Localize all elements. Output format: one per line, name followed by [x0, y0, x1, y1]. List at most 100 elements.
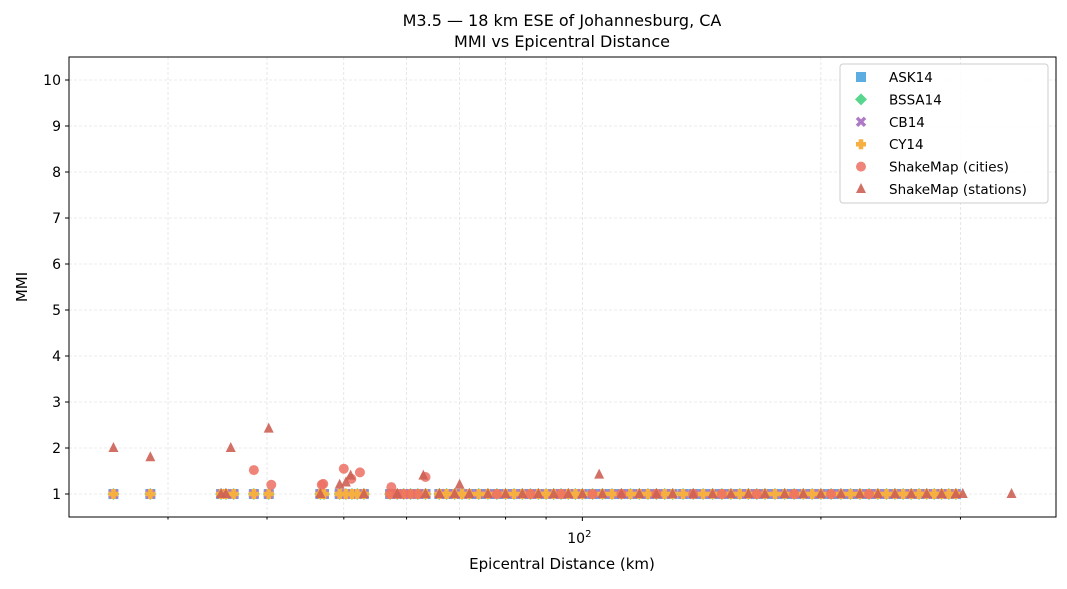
data-point — [108, 489, 119, 499]
data-point — [491, 489, 502, 499]
legend-marker-triangle — [856, 183, 866, 193]
data-point — [716, 489, 727, 499]
data-point — [418, 469, 429, 480]
data-point — [881, 489, 892, 499]
data-point — [734, 489, 745, 499]
x-axis-label: Epicentral Distance (km) — [469, 555, 655, 573]
data-point — [864, 489, 875, 499]
data-point — [807, 489, 818, 499]
data-point — [225, 442, 236, 452]
data-point — [385, 489, 396, 499]
data-point — [642, 489, 653, 499]
data-point — [248, 489, 259, 499]
data-point — [826, 489, 837, 499]
data-point — [651, 488, 662, 498]
y-tick-label: 4 — [52, 349, 61, 365]
data-point — [957, 488, 968, 498]
data-point — [228, 489, 239, 499]
legend: ASK14 BSSA14 CB14 CY14 ShakeMap (cities) Shak… — [839, 63, 1049, 204]
data-point — [248, 465, 259, 476]
legend-label: CB14 — [889, 115, 925, 131]
data-point — [405, 489, 416, 499]
data-point — [769, 489, 780, 499]
data-point — [434, 488, 445, 498]
data-point — [1006, 488, 1017, 498]
data-points — [107, 422, 1017, 500]
plot-frame — [68, 56, 1057, 518]
data-point — [449, 488, 460, 498]
data-point — [616, 488, 627, 498]
data-point — [263, 489, 274, 499]
data-point — [594, 468, 605, 479]
data-point — [678, 489, 689, 499]
data-point — [358, 488, 369, 498]
data-point — [950, 488, 961, 498]
data-point — [835, 488, 846, 498]
data-point — [454, 478, 465, 489]
chart-title: M3.5 — 18 km ESE of Johannesburg, CA — [403, 11, 722, 30]
chart-subtitle: MMI vs Epicentral Distance — [454, 32, 670, 51]
data-point — [607, 489, 618, 499]
data-point — [556, 489, 567, 499]
data-point — [412, 489, 423, 499]
data-point — [338, 463, 349, 474]
data-point — [936, 488, 947, 498]
legend-label: CY14 — [889, 137, 924, 153]
data-point — [625, 489, 636, 499]
data-point — [525, 489, 536, 499]
y-tick-label: 5 — [52, 303, 61, 319]
data-point — [145, 489, 156, 499]
data-point — [688, 488, 699, 498]
data-point — [597, 488, 608, 498]
series-shakemap-cities- — [248, 463, 875, 499]
legend-marker-plus — [856, 139, 866, 150]
y-axis-label: MMI — [13, 272, 31, 302]
data-point — [743, 488, 754, 498]
data-point — [889, 488, 900, 498]
data-point — [345, 469, 356, 480]
data-point — [500, 488, 511, 498]
y-tick-label: 6 — [52, 257, 61, 273]
legend-marker-x — [855, 116, 867, 128]
data-point — [845, 489, 856, 499]
data-point — [854, 488, 865, 498]
series-shakemap-stations- — [108, 422, 1017, 498]
y-tick-label: 7 — [52, 211, 61, 227]
data-point — [473, 489, 484, 499]
data-point — [220, 488, 231, 498]
data-point — [533, 488, 544, 498]
data-point — [263, 422, 274, 433]
data-point — [315, 488, 326, 498]
data-point — [667, 488, 678, 498]
data-point — [145, 451, 156, 462]
legend-box — [839, 63, 1049, 204]
legend-label: ShakeMap (cities) — [889, 160, 1009, 176]
legend-marker-diamond — [855, 93, 867, 106]
legend-marker-circle — [856, 161, 866, 172]
data-point — [872, 488, 883, 498]
data-point — [634, 488, 645, 498]
data-point — [108, 442, 119, 452]
legend-label: ShakeMap (stations) — [889, 182, 1027, 198]
data-point — [517, 488, 528, 498]
data-point — [725, 488, 736, 498]
data-point — [587, 489, 598, 499]
data-point — [340, 476, 351, 487]
data-point — [548, 488, 559, 498]
data-point — [789, 489, 800, 499]
y-tick-label: 2 — [52, 441, 61, 457]
data-point — [751, 489, 762, 499]
data-point — [420, 488, 431, 498]
data-point — [482, 488, 493, 498]
data-point — [707, 488, 718, 498]
y-tick-label: 8 — [52, 165, 61, 181]
data-point — [464, 488, 475, 498]
data-point — [759, 488, 770, 498]
legend-label: BSSA14 — [889, 92, 942, 108]
y-tick-label: 10 — [43, 73, 61, 89]
data-point — [354, 467, 365, 478]
data-point — [698, 489, 709, 499]
data-point — [392, 488, 403, 498]
data-point — [906, 488, 917, 498]
